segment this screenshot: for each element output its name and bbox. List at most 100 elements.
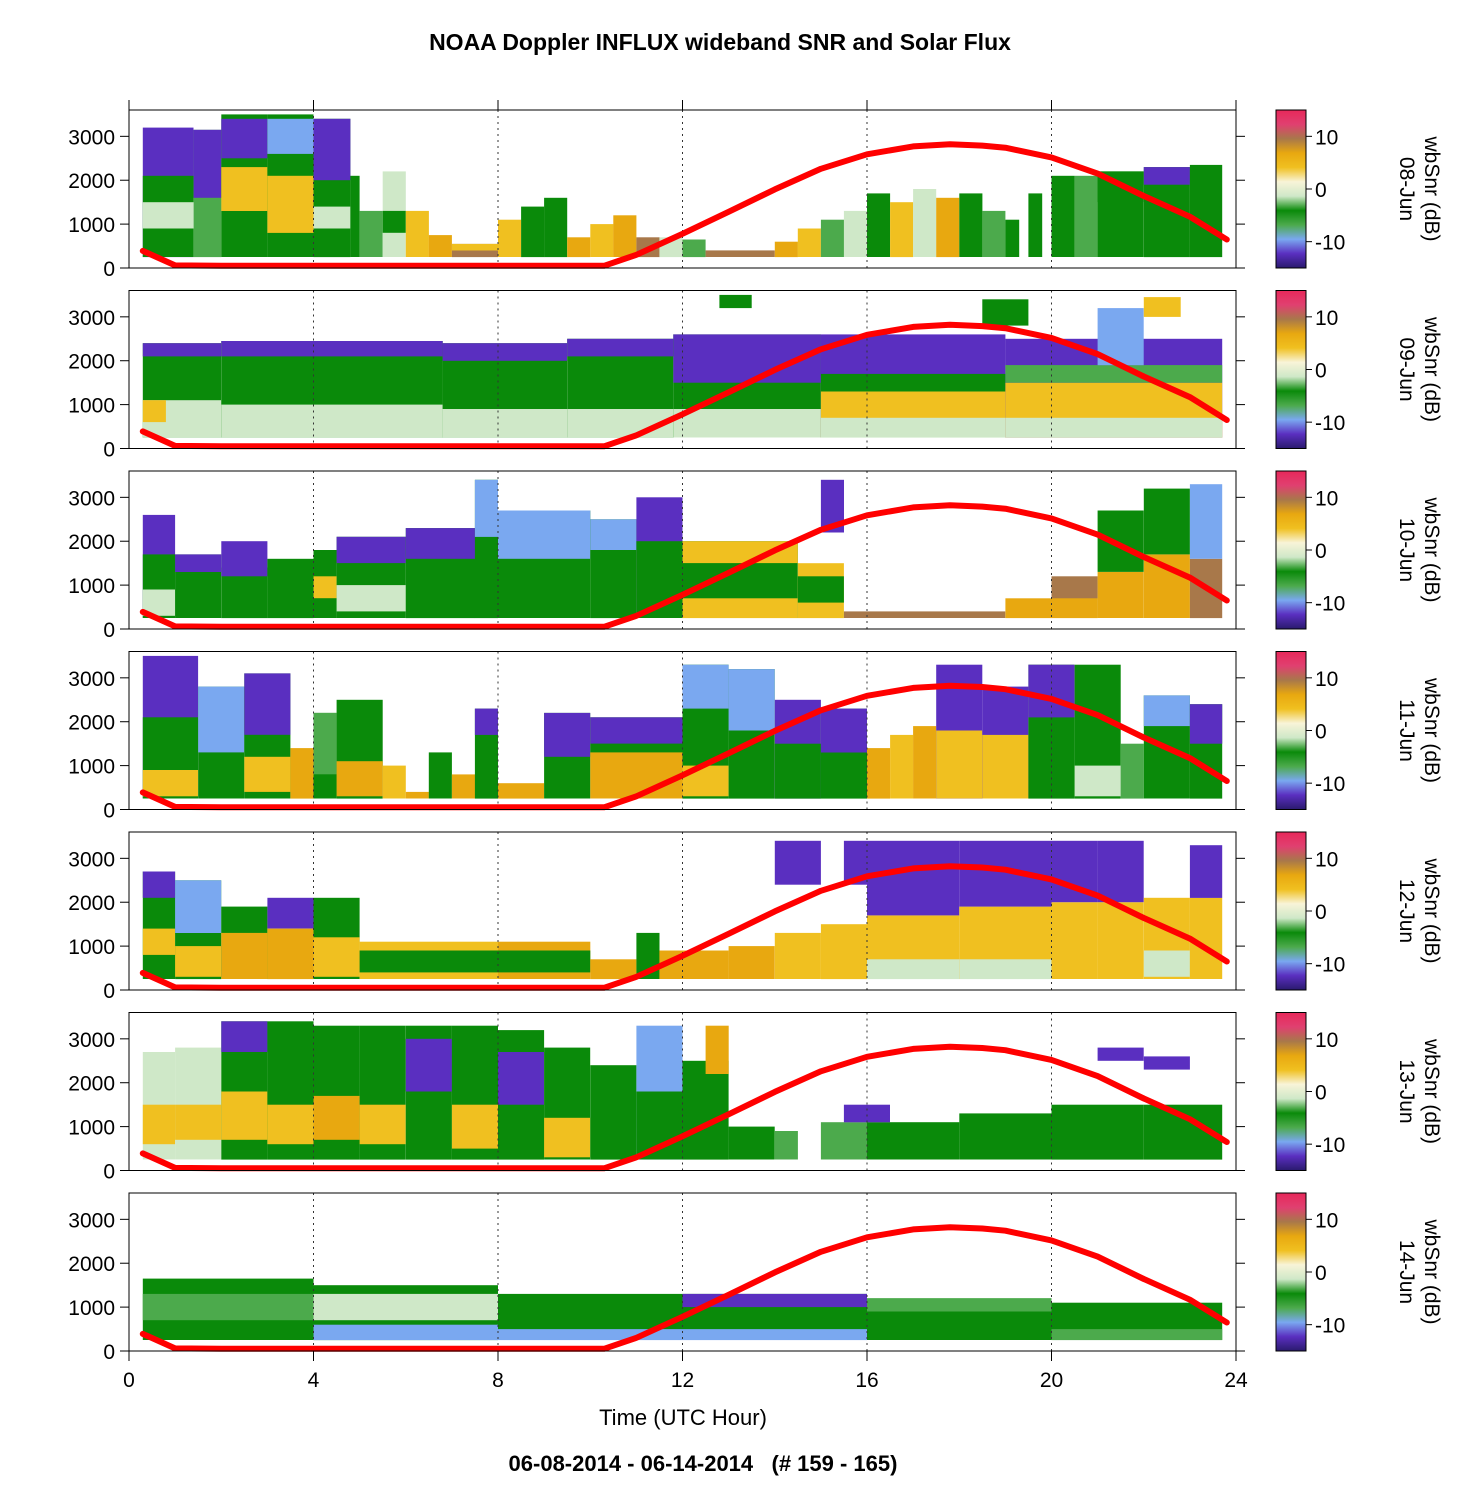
panel-08-jun: 0 1000 2000 3000 10 0 -10 wbSnr (dB)08-Jun <box>68 109 1443 281</box>
snr-block <box>719 294 752 309</box>
colorbar-tick-label: -10 <box>1315 593 1345 616</box>
panel-date-label: 10-Jun <box>1395 518 1418 582</box>
colorbar-tick-label: 10 <box>1315 1029 1338 1052</box>
snr-block <box>982 299 1029 326</box>
snr-block <box>498 1329 683 1341</box>
panel-12-jun: 0 1000 2000 3000 10 0 -10 wbSnr (dB)12-Jun <box>68 831 1443 1003</box>
colorbar-tick-label: -10 <box>1315 232 1345 255</box>
x-tick-label: 16 <box>855 1369 878 1392</box>
snr-block <box>820 417 1006 438</box>
y-tick-label: 2000 <box>68 170 115 193</box>
y-tick-label: 0 <box>103 1341 115 1364</box>
snr-block <box>982 210 1006 257</box>
snr-block <box>221 404 443 438</box>
snr-block <box>1189 845 1223 898</box>
colorbar-tick-label: 10 <box>1315 848 1338 871</box>
snr-block <box>774 932 821 979</box>
snr-block <box>1074 765 1121 797</box>
snr-block <box>221 1021 268 1052</box>
snr-block <box>843 210 867 257</box>
snr-block <box>405 791 429 799</box>
snr-block <box>590 519 637 550</box>
snr-block <box>382 765 406 799</box>
snr-block <box>521 206 545 258</box>
y-tick-label: 0 <box>103 619 115 642</box>
snr-block <box>142 343 222 357</box>
snr-block <box>175 554 222 572</box>
snr-block <box>175 946 222 977</box>
y-tick-label: 0 <box>103 258 115 281</box>
snr-block <box>1051 1104 1144 1160</box>
snr-block <box>797 228 821 257</box>
y-tick-label: 2000 <box>68 892 115 915</box>
colorbar-tick-label: -10 <box>1315 412 1345 435</box>
snr-block <box>613 215 637 257</box>
snr-block <box>1120 743 1144 799</box>
snr-block <box>313 712 337 775</box>
x-axis: 0 4 8 12 16 20 24 <box>123 100 1248 1392</box>
y-tick-label: 0 <box>103 800 115 823</box>
snr-block <box>682 1329 867 1341</box>
snr-block <box>221 932 268 979</box>
snr-block <box>590 1065 637 1160</box>
snr-block <box>544 712 591 757</box>
y-tick-label: 2000 <box>68 1253 115 1276</box>
snr-block <box>313 937 360 977</box>
solar-flux-line <box>139 321 1230 450</box>
snr-block <box>728 669 775 731</box>
y-tick-label: 3000 <box>68 1209 115 1232</box>
y-tick-label: 2000 <box>68 531 115 554</box>
snr-block <box>936 730 983 799</box>
y-tick-label: 1000 <box>68 214 115 237</box>
snr-block <box>142 770 199 797</box>
x-tick-label: 8 <box>492 1369 504 1392</box>
snr-block <box>682 239 706 258</box>
y-tick-label: 2000 <box>68 712 115 735</box>
snr-block <box>959 193 983 257</box>
snr-block <box>820 479 844 533</box>
snr-block <box>1005 417 1223 438</box>
snr-block <box>1051 598 1098 619</box>
colorbar-tick-label: -10 <box>1315 954 1345 977</box>
colorbar-title: wbSnr (dB) <box>1420 677 1443 783</box>
colorbar-title: wbSnr (dB) <box>1420 135 1443 241</box>
snr-block <box>774 1131 798 1160</box>
solar-flux-line <box>139 1043 1230 1172</box>
snr-block <box>1189 704 1223 744</box>
y-tick-label: 3000 <box>68 848 115 871</box>
snr-block <box>1189 164 1223 258</box>
snr-block <box>659 950 729 979</box>
colorbar <box>1275 651 1307 810</box>
snr-block <box>244 756 291 792</box>
panel-date-label: 08-Jun <box>1395 157 1418 221</box>
snr-block <box>267 175 314 233</box>
colorbar <box>1275 109 1307 269</box>
snr-block <box>290 748 314 799</box>
colorbar-tick-label: 0 <box>1315 1262 1327 1285</box>
snr-block <box>175 1104 222 1140</box>
snr-block <box>1005 365 1223 383</box>
snr-block <box>1005 598 1052 619</box>
snr-block <box>405 528 475 559</box>
snr-block <box>313 1293 498 1321</box>
snr-block <box>142 928 176 955</box>
snr-block <box>728 1126 775 1160</box>
y-tick-label: 3000 <box>68 1029 115 1052</box>
snr-block <box>336 585 406 612</box>
snr-block <box>1143 297 1181 317</box>
snr-block <box>705 250 775 257</box>
y-tick-label: 1000 <box>68 936 115 959</box>
snr-block <box>244 673 291 735</box>
x-tick-label: 20 <box>1040 1369 1063 1392</box>
snr-block <box>198 686 245 753</box>
snr-block <box>1097 840 1144 903</box>
colorbar <box>1275 831 1307 991</box>
snr-block <box>313 1324 498 1341</box>
snr-block <box>867 1298 1052 1312</box>
colorbar-tick-label: 10 <box>1315 307 1338 330</box>
panel-frame <box>128 651 1237 810</box>
panel-14-jun: 0 1000 2000 3000 10 0 -10 wbSnr (dB)14-Jun <box>68 1192 1443 1364</box>
panel-frame <box>128 470 1237 630</box>
